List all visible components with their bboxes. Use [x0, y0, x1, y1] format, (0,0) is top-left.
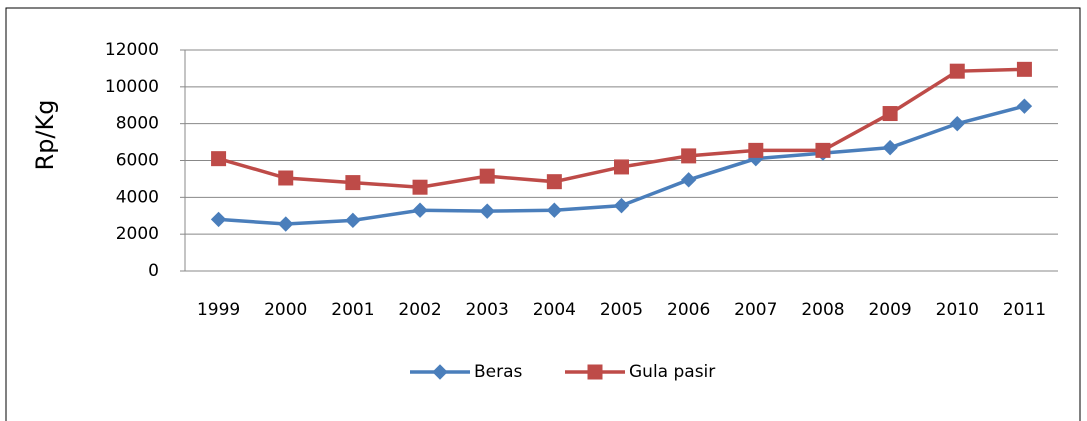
data-point — [681, 148, 697, 164]
data-point — [345, 175, 361, 191]
data-point — [815, 142, 831, 158]
data-point — [211, 151, 227, 167]
data-point — [546, 174, 562, 190]
x-tick-label: 2001 — [331, 300, 374, 320]
data-point — [748, 142, 764, 158]
y-tick-label: 2000 — [116, 224, 159, 244]
data-point — [1016, 61, 1032, 77]
legend-label: Beras — [474, 362, 523, 382]
data-point — [949, 63, 965, 79]
data-point — [278, 170, 294, 186]
data-point — [680, 172, 697, 188]
x-tick-label: 2002 — [398, 300, 441, 320]
x-tick-label: 1999 — [197, 300, 240, 320]
x-tick-label: 2011 — [1003, 300, 1046, 320]
data-point — [546, 202, 563, 218]
x-tick-label: 2006 — [667, 300, 710, 320]
y-tick-label: 0 — [148, 261, 159, 281]
data-point — [479, 168, 495, 184]
y-tick-label: 12000 — [105, 40, 159, 60]
data-point — [882, 139, 898, 156]
x-tick-label: 2003 — [466, 300, 509, 320]
y-tick-label: 6000 — [116, 151, 159, 171]
data-point — [479, 203, 495, 219]
x-tick-label: 2009 — [868, 300, 911, 320]
legend-label: Gula pasir — [629, 362, 715, 382]
data-point — [412, 202, 428, 218]
y-axis-label: Rp/Kg — [31, 100, 59, 171]
data-point — [345, 212, 361, 229]
data-point — [1016, 98, 1033, 114]
x-tick-label: 2000 — [264, 300, 307, 320]
x-tick-label: 2008 — [801, 300, 844, 320]
legend-marker — [587, 364, 603, 380]
chart-frame — [5, 7, 1081, 421]
data-point — [278, 216, 294, 232]
x-tick-label: 2004 — [533, 300, 576, 320]
data-point — [949, 115, 965, 132]
y-tick-label: 8000 — [116, 114, 159, 134]
y-tick-label: 4000 — [116, 187, 159, 207]
data-point — [614, 159, 629, 175]
legend-marker — [432, 364, 448, 380]
data-point — [210, 211, 227, 228]
data-point — [613, 197, 630, 214]
x-tick-label: 2010 — [936, 300, 979, 320]
data-point — [412, 179, 428, 195]
x-tick-label: 2005 — [600, 300, 643, 320]
y-tick-label: 10000 — [105, 77, 159, 97]
x-tick-label: 2007 — [734, 300, 777, 320]
data-point — [882, 106, 898, 122]
